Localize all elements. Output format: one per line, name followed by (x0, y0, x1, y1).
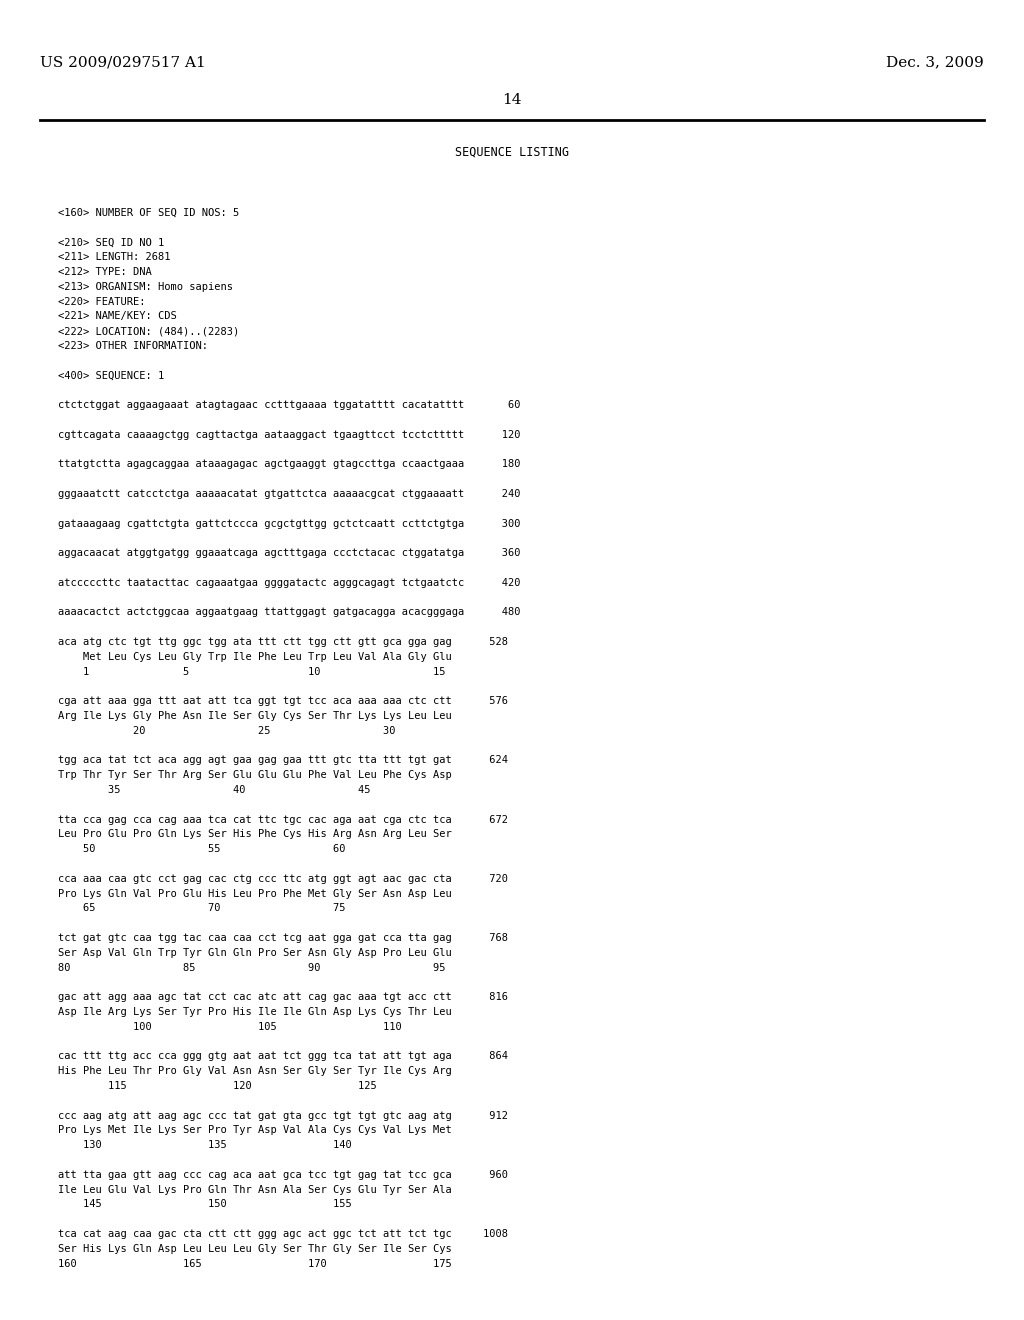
Text: cga att aaa gga ttt aat att tca ggt tgt tcc aca aaa aaa ctc ctt      576: cga att aaa gga ttt aat att tca ggt tgt … (58, 696, 508, 706)
Text: tgg aca tat tct aca agg agt gaa gag gaa ttt gtc tta ttt tgt gat      624: tgg aca tat tct aca agg agt gaa gag gaa … (58, 755, 508, 766)
Text: <222> LOCATION: (484)..(2283): <222> LOCATION: (484)..(2283) (58, 326, 240, 337)
Text: His Phe Leu Thr Pro Gly Val Asn Asn Ser Gly Ser Tyr Ile Cys Arg: His Phe Leu Thr Pro Gly Val Asn Asn Ser … (58, 1067, 452, 1076)
Text: <221> NAME/KEY: CDS: <221> NAME/KEY: CDS (58, 312, 177, 321)
Text: <212> TYPE: DNA: <212> TYPE: DNA (58, 267, 152, 277)
Text: 65                  70                  75: 65 70 75 (58, 903, 345, 913)
Text: Ser Asp Val Gln Trp Tyr Gln Gln Pro Ser Asn Gly Asp Pro Leu Glu: Ser Asp Val Gln Trp Tyr Gln Gln Pro Ser … (58, 948, 452, 958)
Text: SEQUENCE LISTING: SEQUENCE LISTING (455, 145, 569, 158)
Text: Dec. 3, 2009: Dec. 3, 2009 (886, 55, 984, 69)
Text: Asp Ile Arg Lys Ser Tyr Pro His Ile Ile Gln Asp Lys Cys Thr Leu: Asp Ile Arg Lys Ser Tyr Pro His Ile Ile … (58, 1007, 452, 1016)
Text: ttatgtctta agagcaggaa ataaagagac agctgaaggt gtagccttga ccaactgaaa      180: ttatgtctta agagcaggaa ataaagagac agctgaa… (58, 459, 520, 470)
Text: 20                  25                  30: 20 25 30 (58, 726, 395, 735)
Text: <213> ORGANISM: Homo sapiens: <213> ORGANISM: Homo sapiens (58, 281, 233, 292)
Text: US 2009/0297517 A1: US 2009/0297517 A1 (40, 55, 206, 69)
Text: 80                  85                  90                  95: 80 85 90 95 (58, 962, 445, 973)
Text: <400> SEQUENCE: 1: <400> SEQUENCE: 1 (58, 371, 164, 380)
Text: 100                 105                 110: 100 105 110 (58, 1022, 401, 1032)
Text: 35                  40                  45: 35 40 45 (58, 785, 371, 795)
Text: 50                  55                  60: 50 55 60 (58, 845, 345, 854)
Text: gataaagaag cgattctgta gattctccca gcgctgttgg gctctcaatt ccttctgtga      300: gataaagaag cgattctgta gattctccca gcgctgt… (58, 519, 520, 528)
Text: tca cat aag caa gac cta ctt ctt ggg agc act ggc tct att tct tgc     1008: tca cat aag caa gac cta ctt ctt ggg agc … (58, 1229, 508, 1239)
Text: Pro Lys Gln Val Pro Glu His Leu Pro Phe Met Gly Ser Asn Asp Leu: Pro Lys Gln Val Pro Glu His Leu Pro Phe … (58, 888, 452, 899)
Text: Trp Thr Tyr Ser Thr Arg Ser Glu Glu Glu Phe Val Leu Phe Cys Asp: Trp Thr Tyr Ser Thr Arg Ser Glu Glu Glu … (58, 770, 452, 780)
Text: <220> FEATURE:: <220> FEATURE: (58, 297, 145, 306)
Text: gac att agg aaa agc tat cct cac atc att cag gac aaa tgt acc ctt      816: gac att agg aaa agc tat cct cac atc att … (58, 993, 508, 1002)
Text: Arg Ile Lys Gly Phe Asn Ile Ser Gly Cys Ser Thr Lys Lys Leu Leu: Arg Ile Lys Gly Phe Asn Ile Ser Gly Cys … (58, 711, 452, 721)
Text: Leu Pro Glu Pro Gln Lys Ser His Phe Cys His Arg Asn Arg Leu Ser: Leu Pro Glu Pro Gln Lys Ser His Phe Cys … (58, 829, 452, 840)
Text: tta cca gag cca cag aaa tca cat ttc tgc cac aga aat cga ctc tca      672: tta cca gag cca cag aaa tca cat ttc tgc … (58, 814, 508, 825)
Text: tct gat gtc caa tgg tac caa caa cct tcg aat gga gat cca tta gag      768: tct gat gtc caa tgg tac caa caa cct tcg … (58, 933, 508, 942)
Text: <223> OTHER INFORMATION:: <223> OTHER INFORMATION: (58, 341, 208, 351)
Text: att tta gaa gtt aag ccc cag aca aat gca tcc tgt gag tat tcc gca      960: att tta gaa gtt aag ccc cag aca aat gca … (58, 1170, 508, 1180)
Text: ctctctggat aggaagaaat atagtagaac cctttgaaaa tggatatttt cacatatttt       60: ctctctggat aggaagaaat atagtagaac cctttga… (58, 400, 520, 411)
Text: Ser His Lys Gln Asp Leu Leu Leu Gly Ser Thr Gly Ser Ile Ser Cys: Ser His Lys Gln Asp Leu Leu Leu Gly Ser … (58, 1243, 452, 1254)
Text: Met Leu Cys Leu Gly Trp Ile Phe Leu Trp Leu Val Ala Gly Glu: Met Leu Cys Leu Gly Trp Ile Phe Leu Trp … (58, 652, 452, 661)
Text: aaaacactct actctggcaa aggaatgaag ttattggagt gatgacagga acacgggaga      480: aaaacactct actctggcaa aggaatgaag ttattgg… (58, 607, 520, 618)
Text: 160                 165                 170                 175: 160 165 170 175 (58, 1258, 452, 1269)
Text: cac ttt ttg acc cca ggg gtg aat aat tct ggg tca tat att tgt aga      864: cac ttt ttg acc cca ggg gtg aat aat tct … (58, 1052, 508, 1061)
Text: 145                 150                 155: 145 150 155 (58, 1200, 352, 1209)
Text: Ile Leu Glu Val Lys Pro Gln Thr Asn Ala Ser Cys Glu Tyr Ser Ala: Ile Leu Glu Val Lys Pro Gln Thr Asn Ala … (58, 1184, 452, 1195)
Text: <160> NUMBER OF SEQ ID NOS: 5: <160> NUMBER OF SEQ ID NOS: 5 (58, 207, 240, 218)
Text: atcccccttc taatacttac cagaaatgaa ggggatactc agggcagagt tctgaatctc      420: atcccccttc taatacttac cagaaatgaa ggggata… (58, 578, 520, 587)
Text: cgttcagata caaaagctgg cagttactga aataaggact tgaagttcct tcctcttttt      120: cgttcagata caaaagctgg cagttactga aataagg… (58, 430, 520, 440)
Text: 14: 14 (502, 92, 522, 107)
Text: cca aaa caa gtc cct gag cac ctg ccc ttc atg ggt agt aac gac cta      720: cca aaa caa gtc cct gag cac ctg ccc ttc … (58, 874, 508, 884)
Text: <210> SEQ ID NO 1: <210> SEQ ID NO 1 (58, 238, 164, 247)
Text: 115                 120                 125: 115 120 125 (58, 1081, 377, 1092)
Text: 130                 135                 140: 130 135 140 (58, 1140, 352, 1150)
Text: 1               5                   10                  15: 1 5 10 15 (58, 667, 445, 677)
Text: aca atg ctc tgt ttg ggc tgg ata ttt ctt tgg ctt gtt gca gga gag      528: aca atg ctc tgt ttg ggc tgg ata ttt ctt … (58, 638, 508, 647)
Text: aggacaacat atggtgatgg ggaaatcaga agctttgaga ccctctacac ctggatatga      360: aggacaacat atggtgatgg ggaaatcaga agctttg… (58, 548, 520, 558)
Text: ccc aag atg att aag agc ccc tat gat gta gcc tgt tgt gtc aag atg      912: ccc aag atg att aag agc ccc tat gat gta … (58, 1110, 508, 1121)
Text: <211> LENGTH: 2681: <211> LENGTH: 2681 (58, 252, 171, 263)
Text: gggaaatctt catcctctga aaaaacatat gtgattctca aaaaacgcat ctggaaaatt      240: gggaaatctt catcctctga aaaaacatat gtgattc… (58, 488, 520, 499)
Text: Pro Lys Met Ile Lys Ser Pro Tyr Asp Val Ala Cys Cys Val Lys Met: Pro Lys Met Ile Lys Ser Pro Tyr Asp Val … (58, 1126, 452, 1135)
